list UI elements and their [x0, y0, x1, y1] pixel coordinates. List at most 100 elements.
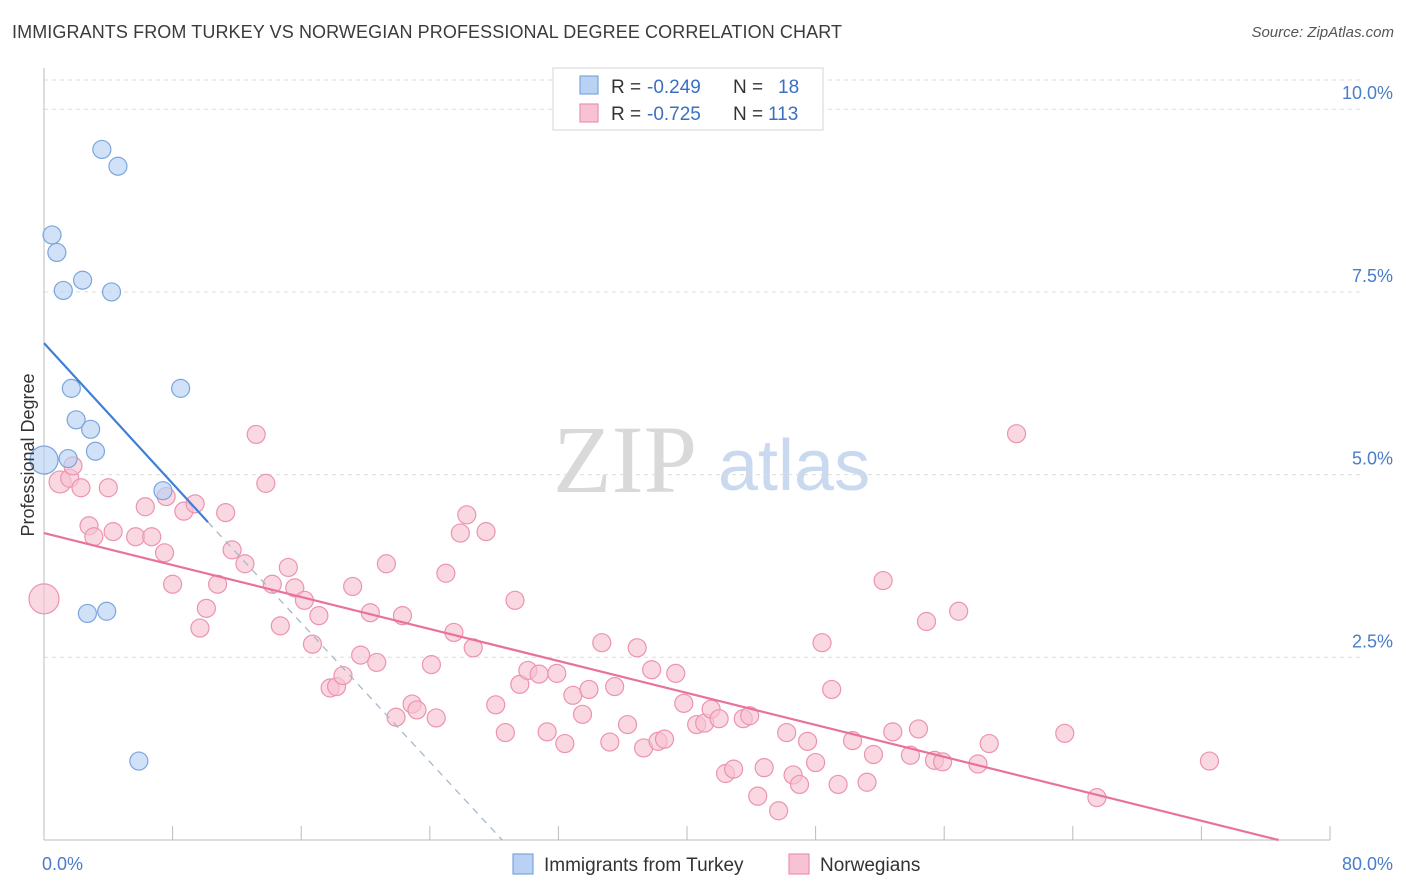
watermark-zip: ZIP — [553, 406, 697, 513]
y-axis-title: Professional Degree — [18, 373, 38, 536]
legend-r-value-turkey: -0.249 — [647, 77, 701, 98]
tick-labels: 2.5% 5.0% 7.5% 10.0% 0.0% 80.0% — [42, 83, 1393, 874]
norwegians-point-66 — [605, 676, 625, 697]
norwegians-point-78 — [709, 709, 729, 729]
turkey-point-13 — [58, 448, 78, 469]
norwegians-point-109 — [1087, 788, 1107, 808]
turkey-point-6 — [101, 282, 122, 302]
norwegians-point-59 — [547, 663, 567, 683]
norwegians-point-39 — [376, 554, 396, 574]
turkey-point-11 — [85, 441, 106, 461]
turkey-points — [29, 139, 191, 771]
legend-swatch-turkey — [579, 75, 599, 95]
y-tick-label-0: 2.5% — [1352, 631, 1393, 651]
norwegians-point-52 — [486, 695, 506, 715]
turkey-point-16 — [97, 601, 117, 621]
turkey-point-12 — [29, 445, 59, 475]
legend-n-label-turkey: N = — [733, 77, 763, 98]
x-tick-label-0: 0.0% — [42, 854, 83, 874]
legend-r-label-norwegians: R = — [611, 104, 641, 125]
norwegians-point-26 — [270, 616, 290, 636]
norwegians-point-31 — [309, 606, 329, 626]
norwegians-point-70 — [642, 660, 662, 680]
norwegians-point-96 — [863, 744, 884, 765]
norwegians-point-110 — [1199, 751, 1220, 771]
series-legend-label-norwegians: Norwegians — [820, 855, 920, 876]
y-tick-label-1: 5.0% — [1352, 449, 1393, 469]
turkey-point-7 — [61, 378, 81, 398]
norwegians-point-22 — [235, 554, 255, 574]
watermark-atlas: atlas — [718, 426, 870, 506]
norwegians-point-93 — [828, 774, 848, 795]
norwegians-point-23 — [246, 424, 266, 445]
norwegians-point-98 — [883, 722, 903, 742]
turkey-point-10 — [81, 419, 101, 439]
norwegians-point-19 — [196, 598, 216, 618]
norwegians-point-54 — [505, 590, 525, 610]
norwegians-point-60 — [555, 733, 575, 754]
norwegians-point-58 — [537, 722, 557, 742]
norwegians-point-63 — [579, 679, 599, 700]
turkey-point-4 — [72, 270, 93, 290]
correlation-legend: R = -0.249 N = 18 R = -0.725 N = 113 — [552, 67, 824, 131]
norwegians-point-5 — [98, 478, 118, 498]
norwegians-point-90 — [805, 752, 826, 773]
norwegians-point-107 — [1006, 424, 1027, 444]
legend-r-label-turkey: R = — [611, 77, 641, 98]
norwegians-point-40 — [386, 707, 406, 727]
norwegians-point-92 — [822, 679, 842, 700]
norwegians-point-43 — [407, 700, 427, 720]
norwegians-point-48 — [450, 523, 470, 543]
turkey-point-9 — [66, 410, 86, 430]
trend-lines — [43, 342, 1279, 842]
norwegians-point-86 — [777, 722, 797, 743]
turkey-trend-line — [43, 342, 209, 523]
chart-title: IMMIGRANTS FROM TURKEY VS NORWEGIAN PROF… — [12, 22, 843, 42]
y-tick-label-2: 7.5% — [1352, 266, 1393, 286]
norwegians-point-51 — [476, 522, 496, 542]
norwegians-point-53 — [495, 722, 515, 743]
norwegians-point-80 — [724, 759, 744, 779]
norwegians-point-88 — [789, 774, 810, 795]
series-legend-swatch-turkey — [512, 853, 534, 875]
norwegians-point-64 — [592, 633, 612, 653]
norwegians-point-13 — [163, 574, 183, 594]
norwegians-point-8 — [103, 522, 123, 542]
norwegians-point-68 — [627, 638, 647, 658]
series-legend: Immigrants from Turkey Norwegians — [512, 853, 920, 876]
norwegians-point-24 — [256, 473, 276, 493]
turkey-point-5 — [53, 280, 73, 301]
norwegians-point-61 — [563, 685, 583, 705]
y-tick-label-3: 10.0% — [1342, 83, 1393, 103]
norwegians-point-85 — [769, 801, 789, 821]
turkey-point-8 — [171, 378, 191, 398]
turkey-point-2 — [42, 225, 62, 245]
norwegians-point-82 — [740, 706, 760, 726]
norwegians-point-17 — [216, 503, 236, 523]
norwegians-point-49 — [457, 505, 477, 525]
turkey-point-1 — [108, 156, 128, 176]
norwegians-point-45 — [426, 708, 446, 728]
legend-n-value-turkey: 18 — [778, 77, 799, 98]
norwegians-point-10 — [142, 527, 162, 547]
norwegians-point-36 — [351, 645, 371, 665]
norwegians-point-11 — [135, 497, 155, 517]
norwegians-point-15 — [185, 494, 205, 514]
legend-n-value-norwegians: 113 — [768, 104, 798, 125]
source-credit: Source: ZipAtlas.com — [1251, 24, 1394, 41]
norwegians-point-12 — [154, 543, 175, 563]
legend-n-label-norwegians: N = — [733, 104, 763, 125]
norwegians-point-74 — [674, 693, 694, 713]
norwegians-point-18 — [222, 540, 242, 560]
norwegians-point-65 — [600, 732, 620, 752]
norwegians-point-62 — [572, 704, 593, 724]
norwegians-point-91 — [812, 633, 832, 653]
norwegians-point-95 — [857, 772, 877, 792]
turkey-point-14 — [153, 481, 173, 501]
norwegians-point-35 — [343, 576, 363, 597]
norwegians-point-67 — [617, 714, 638, 735]
legend-swatch-norwegians — [579, 103, 599, 123]
norwegians-point-9 — [126, 527, 146, 547]
norwegians-points — [28, 424, 1220, 821]
norwegians-point-89 — [797, 731, 818, 751]
